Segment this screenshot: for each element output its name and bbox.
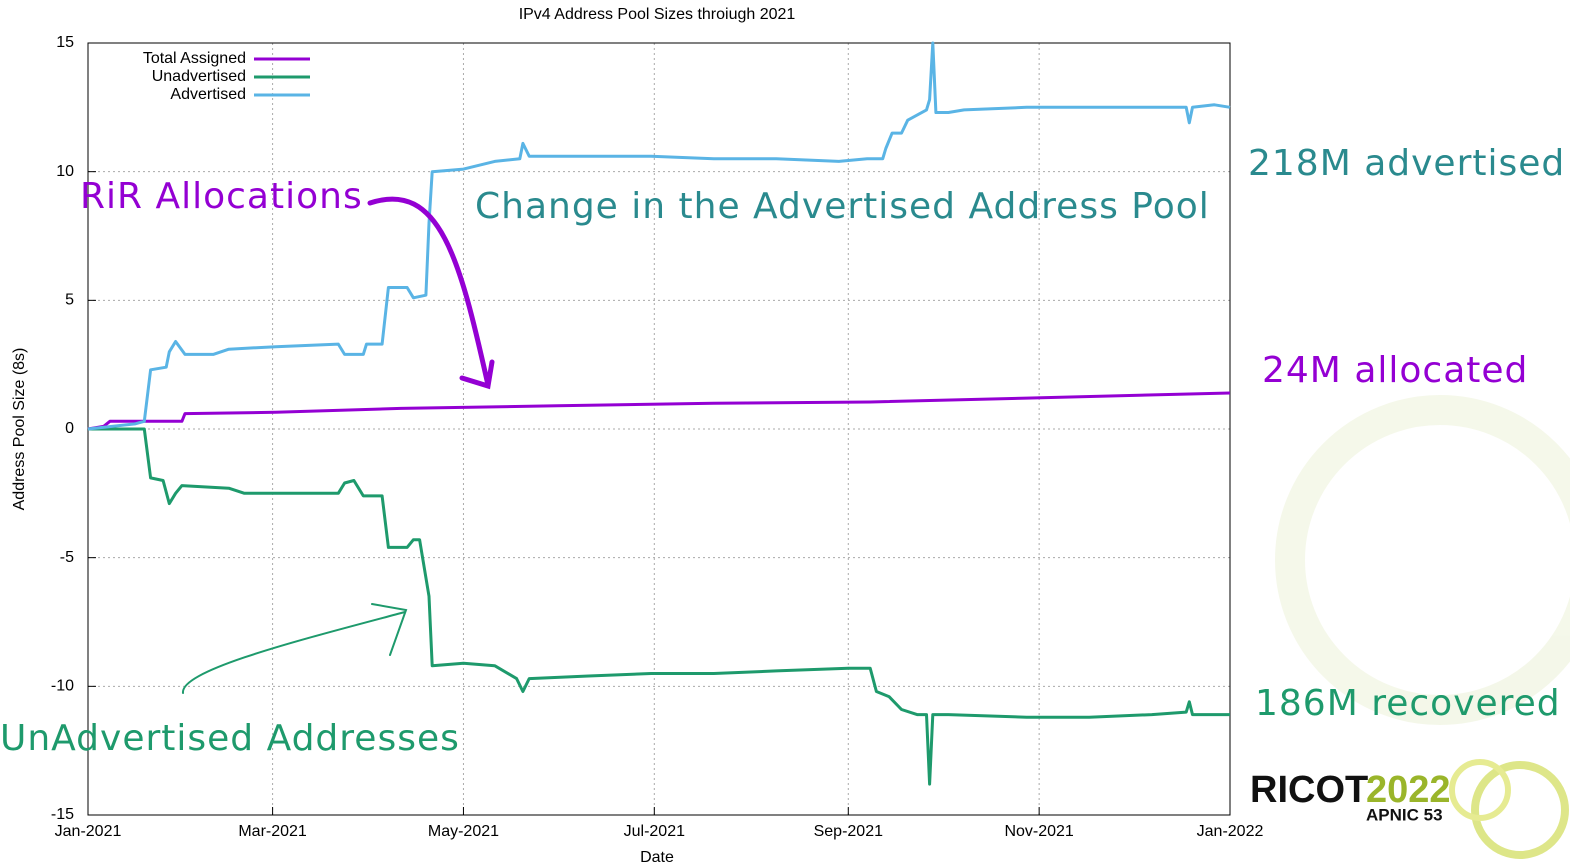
- x-tick-label: Mar-2021: [238, 823, 307, 840]
- arrow: [367, 196, 495, 390]
- annotation-backdrop: [1210, 180, 1240, 240]
- y-tick-label: 0: [65, 420, 74, 437]
- arrow: [181, 603, 408, 694]
- series-line: [87, 41, 1231, 431]
- chart-title: IPv4 Address Pool Sizes throiugh 2021: [519, 6, 796, 23]
- series-line: [87, 391, 1231, 431]
- annotation: UnAdvertised Addresses: [0, 718, 460, 759]
- x-tick-label: Jul-2021: [624, 823, 685, 840]
- series-line: [88, 427, 1230, 786]
- y-tick-label: 5: [65, 292, 74, 309]
- annotation: Change in the Advertised Address Pool: [475, 186, 1210, 227]
- legend-label: Unadvertised: [152, 68, 246, 85]
- annotation: 24M allocated: [1262, 350, 1528, 391]
- y-axis-label: Address Pool Size (8s): [11, 348, 28, 511]
- legend-label: Advertised: [170, 86, 246, 103]
- y-tick-label: -10: [51, 678, 74, 695]
- logo-text: 2022: [1366, 769, 1451, 811]
- logo-text: APNIC 53: [1366, 805, 1443, 824]
- annotation: 218M advertised: [1248, 143, 1565, 184]
- x-tick-label: Nov-2021: [1004, 823, 1073, 840]
- plot-area: -15 -10 -5 0 5 10 15 Jan-2021 Mar-2021 May-2021 Ju…: [51, 34, 1264, 840]
- x-tick-label: Jan-2022: [1197, 823, 1264, 840]
- annotation: RiR Allocations: [80, 176, 363, 217]
- y-tick-label: -5: [60, 549, 74, 566]
- legend-label: Total Assigned: [143, 50, 246, 67]
- logo-decoration: [1275, 395, 1570, 859]
- annotation: 186M recovered: [1255, 683, 1561, 724]
- y-tick-label: 10: [56, 163, 74, 180]
- y-tick-label: 15: [56, 34, 74, 51]
- logo-text: RICOT: [1250, 769, 1368, 811]
- x-tick-label: May-2021: [428, 823, 499, 840]
- x-tick-label: Jan-2021: [55, 823, 122, 840]
- y-tick-label: -15: [51, 806, 74, 823]
- x-axis-label: Date: [640, 849, 674, 866]
- x-tick-label: Sep-2021: [814, 823, 883, 840]
